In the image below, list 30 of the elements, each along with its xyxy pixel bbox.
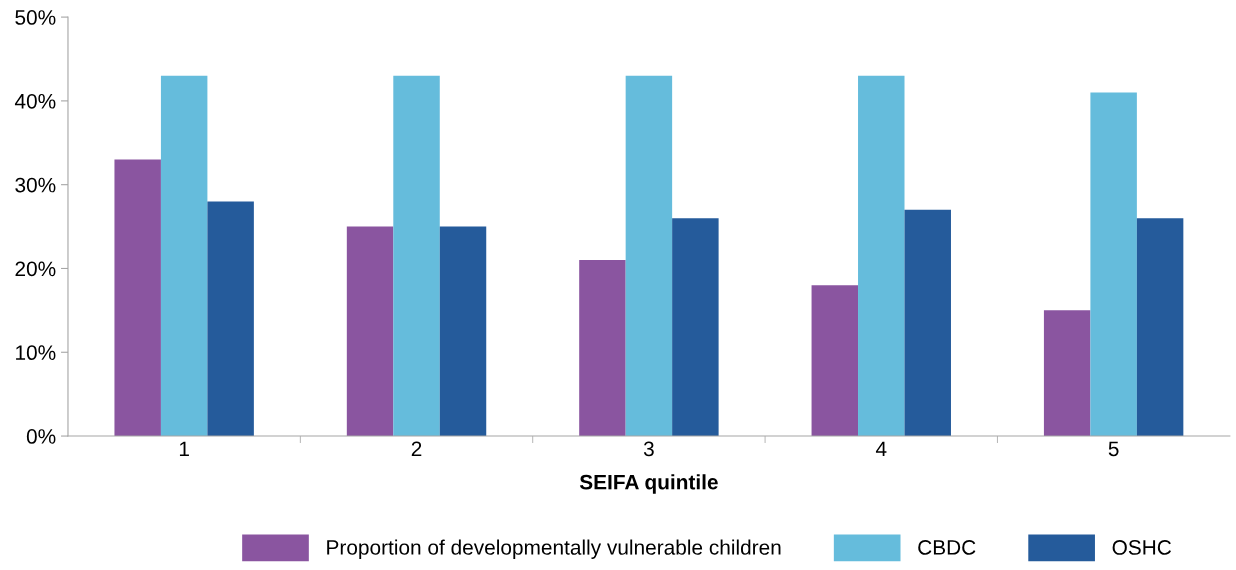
legend-label: Proportion of developmentally vulnerable children — [327, 539, 781, 559]
x-tick-label: 2 — [411, 441, 422, 457]
legend-label: CBDC — [918, 540, 976, 555]
bar — [114, 159, 161, 437]
y-tick-label: 50% — [15, 10, 56, 25]
bar — [858, 75, 905, 437]
bar — [439, 226, 487, 437]
bar — [625, 75, 673, 437]
bar — [1090, 92, 1137, 437]
bar — [160, 75, 208, 437]
bar — [346, 226, 394, 437]
y-tick-label: 40% — [14, 93, 56, 109]
y-tick-label: 30% — [15, 177, 56, 193]
x-tick-label: 3 — [643, 441, 654, 457]
x-tick-label: 1 — [179, 441, 189, 457]
bar — [672, 218, 719, 437]
x-tick-label: 5 — [1108, 441, 1119, 457]
bar — [904, 209, 951, 437]
bar — [1043, 310, 1091, 437]
bar — [579, 260, 626, 437]
y-tick-label: 0% — [26, 429, 56, 444]
x-axis-title: SEIFA quintile — [579, 474, 718, 494]
bar — [1136, 218, 1184, 437]
y-tick-label: 20% — [15, 261, 56, 277]
y-tick-label: 10% — [16, 345, 56, 361]
legend-label: OSHC — [1112, 540, 1172, 555]
bar — [393, 75, 440, 437]
bar — [207, 201, 254, 437]
bar — [811, 285, 859, 437]
x-tick-label: 4 — [875, 441, 887, 457]
